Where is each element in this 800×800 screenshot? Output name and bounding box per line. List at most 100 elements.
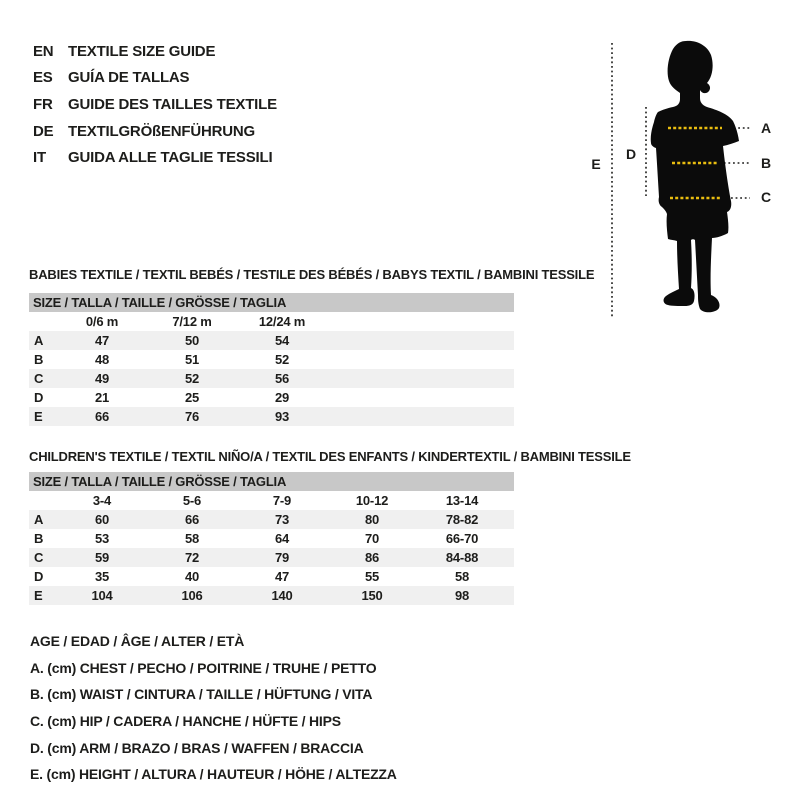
language-title-block: EN TEXTILE SIZE GUIDE ES GUÍA DE TALLAS … xyxy=(33,38,277,171)
size-table-column-header-row: 0/6 m 7/12 m 12/24 m xyxy=(29,312,514,331)
row-measure-label: E xyxy=(34,409,43,424)
child-silhouette xyxy=(650,40,739,313)
size-value-cell: 140 xyxy=(271,588,293,603)
marker-label-e: E xyxy=(591,156,600,172)
size-table-row: C 49 52 56 xyxy=(29,369,514,388)
language-code: IT xyxy=(33,149,46,167)
legend-item-hip: C. (cm) HIP / CADERA / HANCHE / HÜFTE / … xyxy=(30,713,341,730)
marker-label-b: B xyxy=(761,155,771,171)
size-value-cell: 72 xyxy=(184,550,200,565)
row-measure-label: D xyxy=(34,569,44,584)
size-value-cell: 66-70 xyxy=(445,531,479,546)
size-value-cell: 150 xyxy=(361,588,383,603)
marker-label-a: A xyxy=(761,120,771,136)
size-value-cell: 47 xyxy=(274,569,290,584)
legend-age-line: AGE / EDAD / ÂGE / ALTER / ETÀ xyxy=(30,633,245,650)
size-value-cell: 73 xyxy=(274,512,290,527)
legend-item-arm: D. (cm) ARM / BRAZO / BRAS / WAFFEN / BR… xyxy=(30,739,364,756)
size-value-cell: 106 xyxy=(181,588,203,603)
size-column-header: 0/6 m xyxy=(85,314,119,329)
row-measure-label: C xyxy=(34,550,44,565)
size-value-cell: 54 xyxy=(274,333,290,348)
size-value-cell: 55 xyxy=(364,569,380,584)
size-value-cell: 50 xyxy=(184,333,200,348)
size-table-row: E 104 106 140 150 98 xyxy=(29,586,514,605)
size-column-header: 10-12 xyxy=(355,493,389,508)
size-table-title-bar: SIZE / TALLA / TAILLE / GRÖSSE / TAGLIA xyxy=(29,293,514,312)
language-title: GUIDA ALLE TAGLIE TESSILI xyxy=(68,149,273,167)
language-code: FR xyxy=(33,95,53,113)
size-value-cell: 98 xyxy=(454,588,470,603)
size-value-cell: 29 xyxy=(274,390,290,405)
size-value-cell: 64 xyxy=(274,531,290,546)
size-table-corner-spacer xyxy=(29,312,57,331)
language-title: GUÍA DE TALLAS xyxy=(68,69,190,87)
size-value-cell: 47 xyxy=(94,333,110,348)
language-row-de: DE TEXTILGRÖßENFÜHRUNG xyxy=(33,118,277,145)
size-table-corner-spacer xyxy=(29,491,57,510)
size-value-cell: 48 xyxy=(94,352,110,367)
size-value-cell: 40 xyxy=(184,569,200,584)
size-value-cell: 58 xyxy=(184,531,200,546)
babies-size-table: SIZE / TALLA / TAILLE / GRÖSSE / TAGLIA 0… xyxy=(29,293,514,426)
size-table-row: E 66 76 93 xyxy=(29,407,514,426)
size-value-cell: 66 xyxy=(94,409,110,424)
language-title: TEXTILE SIZE GUIDE xyxy=(68,42,216,60)
size-column-header: 3-4 xyxy=(92,493,112,508)
language-code: DE xyxy=(33,122,54,140)
language-row-fr: FR GUIDE DES TAILLES TEXTILE xyxy=(33,91,277,118)
size-table-row: D 35 40 47 55 58 xyxy=(29,567,514,586)
size-table-row: A 60 66 73 80 78-82 xyxy=(29,510,514,529)
size-value-cell: 35 xyxy=(94,569,110,584)
language-code: ES xyxy=(33,69,53,87)
size-column-header: 12/24 m xyxy=(258,314,306,329)
size-column-header: 7/12 m xyxy=(172,314,212,329)
babies-section-heading: BABIES TEXTILE / TEXTIL BEBÉS / TESTILE … xyxy=(29,267,595,282)
row-measure-label: E xyxy=(34,588,43,603)
size-value-cell: 56 xyxy=(274,371,290,386)
size-value-cell: 49 xyxy=(94,371,110,386)
size-table-row: B 53 58 64 70 66-70 xyxy=(29,529,514,548)
size-column-header: 7-9 xyxy=(272,493,292,508)
size-value-cell: 21 xyxy=(94,390,110,405)
size-value-cell: 52 xyxy=(274,352,290,367)
row-measure-label: C xyxy=(34,371,44,386)
size-value-cell: 53 xyxy=(94,531,110,546)
size-table-row: B 48 51 52 xyxy=(29,350,514,369)
size-value-cell: 86 xyxy=(364,550,380,565)
size-value-cell: 70 xyxy=(364,531,380,546)
language-row-en: EN TEXTILE SIZE GUIDE xyxy=(33,38,277,65)
marker-label-d: D xyxy=(626,146,636,162)
children-size-table: SIZE / TALLA / TAILLE / GRÖSSE / TAGLIA 3… xyxy=(29,472,514,605)
size-value-cell: 51 xyxy=(184,352,200,367)
size-value-cell: 58 xyxy=(454,569,470,584)
size-table-title-bar: SIZE / TALLA / TAILLE / GRÖSSE / TAGLIA xyxy=(29,472,514,491)
size-value-cell: 66 xyxy=(184,512,200,527)
language-title: TEXTILGRÖßENFÜHRUNG xyxy=(68,122,256,140)
size-value-cell: 59 xyxy=(94,550,110,565)
size-value-cell: 76 xyxy=(184,409,200,424)
size-table-column-header-row: 3-4 5-6 7-9 10-12 13-14 xyxy=(29,491,514,510)
size-value-cell: 104 xyxy=(91,588,113,603)
size-table-row: D 21 25 29 xyxy=(29,388,514,407)
size-value-cell: 78-82 xyxy=(445,512,479,527)
legend-item-height: E. (cm) HEIGHT / ALTURA / HAUTEUR / HÖHE… xyxy=(30,766,397,783)
size-column-header: 5-6 xyxy=(182,493,202,508)
size-value-cell: 80 xyxy=(364,512,380,527)
size-value-cell: 79 xyxy=(274,550,290,565)
size-column-header: 13-14 xyxy=(445,493,479,508)
language-row-es: ES GUÍA DE TALLAS xyxy=(33,65,277,92)
legend-item-chest: A. (cm) CHEST / PECHO / POITRINE / TRUHE… xyxy=(30,659,377,676)
row-measure-label: D xyxy=(34,390,44,405)
size-value-cell: 52 xyxy=(184,371,200,386)
size-value-cell: 84-88 xyxy=(445,550,479,565)
children-section-heading: CHILDREN'S TEXTILE / TEXTIL NIÑO/A / TEX… xyxy=(29,449,631,464)
row-measure-label: A xyxy=(34,512,44,527)
language-row-it: IT GUIDA ALLE TAGLIE TESSILI xyxy=(33,144,277,171)
size-value-cell: 60 xyxy=(94,512,110,527)
row-measure-label: A xyxy=(34,333,44,348)
size-table-row: C 59 72 79 86 84-88 xyxy=(29,548,514,567)
size-value-cell: 93 xyxy=(274,409,290,424)
row-measure-label: B xyxy=(34,531,44,546)
